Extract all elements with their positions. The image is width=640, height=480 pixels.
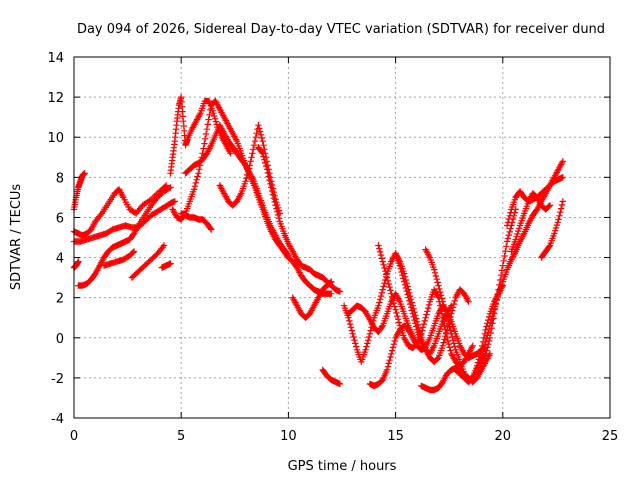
data-point-markers [167,93,234,177]
y-tick-label: 8 [56,171,64,186]
data-points [70,93,566,394]
chart-title: Day 094 of 2026, Sidereal Day-to-day VTE… [77,22,605,37]
x-axis-label: GPS time / hours [288,459,397,474]
series-track-13 [216,122,283,217]
y-tick-label: 10 [47,131,64,146]
x-tick-label: 0 [70,429,78,444]
y-tick-label: -2 [51,372,64,387]
data-point-markers [216,122,283,217]
data-point-markers [289,278,335,321]
series-track-4 [70,258,82,271]
x-tick-label: 20 [495,429,512,444]
y-tick-labels: -4 -2 0 2 4 6 8 10 12 14 [47,51,64,427]
data-point-markers [128,242,168,281]
series-track-19 [366,322,421,390]
y-tick-label: -4 [51,412,64,427]
series-track-8 [158,260,174,271]
data-point-markers [366,322,421,390]
x-tick-labels: 0 5 10 15 20 25 [70,429,618,444]
series-track-14 [255,144,344,295]
series-track-9 [167,93,234,177]
series-track-12 [178,210,215,233]
y-tick-label: 2 [56,292,64,307]
data-point-markers [75,184,174,289]
y-axis-label: SDTVAR / TECUs [9,184,24,291]
data-point-markers [158,260,174,271]
y-tick-label: 0 [56,332,64,347]
series-track-16 [319,366,344,388]
data-point-markers [70,258,82,271]
data-point-markers [392,250,472,365]
x-tick-label: 25 [602,429,619,444]
series-track-28 [538,198,566,261]
axis-ticks [73,56,611,419]
series-track-21 [392,250,472,365]
x-tick-label: 5 [177,429,185,444]
data-point-markers [70,170,88,213]
data-point-markers [182,122,292,259]
x-tick-label: 15 [387,429,404,444]
x-tick-label: 10 [280,429,297,444]
data-point-markers [319,366,344,388]
series-track-27 [503,174,566,229]
data-point-markers [178,210,215,233]
plot-frame [73,56,611,419]
y-tick-label: 6 [56,211,64,226]
data-point-markers [255,144,344,295]
grid [74,57,610,418]
series-track-11 [182,122,292,259]
y-tick-label: 14 [47,51,64,66]
data-point-markers [503,174,566,229]
series-track-15 [289,278,335,321]
series-track-7 [128,242,168,281]
data-point-markers [100,248,138,269]
data-point-markers [538,198,566,261]
series-track-5 [75,184,174,289]
y-tick-label: 4 [56,252,64,267]
y-tick-label: 12 [47,91,64,106]
series-track-6 [100,248,138,269]
series-track-1 [70,170,88,213]
